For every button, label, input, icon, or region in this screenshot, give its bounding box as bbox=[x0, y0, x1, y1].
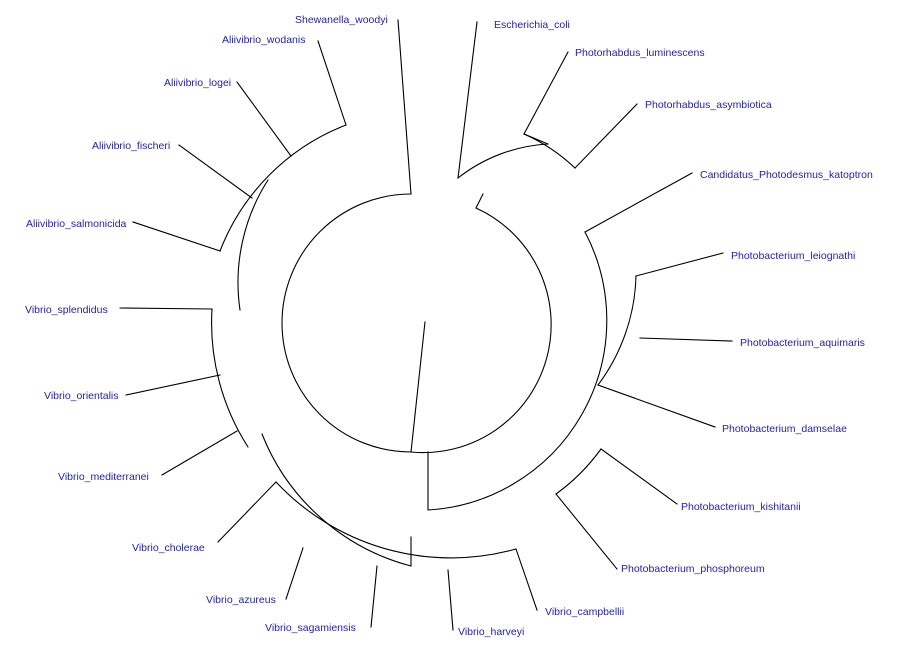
tip-label: Escherichia_coli bbox=[494, 19, 570, 31]
branch-p-kishitanii bbox=[600, 448, 678, 505]
arc-vibrio-outer bbox=[261, 433, 412, 567]
branch-v-campbellii bbox=[515, 548, 538, 611]
branch-p-asymbiotica bbox=[574, 103, 638, 169]
tip-label: Vibrio_azureus bbox=[206, 594, 276, 606]
arc-enterobacteria bbox=[457, 143, 549, 179]
branch-v-azureus bbox=[285, 547, 304, 600]
tip-label: Photobacterium_damselae bbox=[722, 423, 847, 435]
branch-v-sagamiensis bbox=[370, 565, 378, 628]
tip-label: Aliivibrio_logei bbox=[164, 77, 231, 89]
branch-v-splendidus bbox=[119, 307, 213, 310]
branch-p-damselae bbox=[597, 384, 716, 428]
tip-label: Photobacterium_kishitanii bbox=[681, 501, 801, 513]
tip-label: Photobacterium_phosphoreum bbox=[621, 563, 765, 575]
branch-p-leiognathi bbox=[635, 252, 724, 277]
arc-photorhabdus bbox=[523, 133, 576, 169]
root-branch bbox=[410, 321, 426, 453]
tip-label: Vibrio_cholerae bbox=[132, 542, 205, 554]
tip-label: Aliivibrio_wodanis bbox=[222, 34, 305, 46]
branch-candidatus bbox=[584, 172, 693, 233]
tip-label: Vibrio_harveyi bbox=[458, 626, 524, 638]
branch-shewanella bbox=[397, 19, 412, 195]
branch-enterobacteria-stem bbox=[475, 193, 484, 209]
branch-a-logei bbox=[236, 81, 292, 157]
tip-label: Candidatus_Photodesmus_katoptron bbox=[700, 169, 873, 181]
arc-photobacterium-lower bbox=[555, 448, 602, 495]
branch-v-harveyi bbox=[447, 569, 454, 631]
tip-label: Photorhabdus_asymbiotica bbox=[645, 99, 772, 111]
arc-aliivibrio-outer bbox=[237, 179, 269, 311]
arc-vibrio-bottom bbox=[275, 481, 517, 559]
tip-labels: Shewanella_woodyi Escherichia_coli Photo… bbox=[25, 14, 873, 638]
branches bbox=[119, 19, 733, 631]
arc-vibrionaceae bbox=[427, 231, 608, 511]
branch-a-salmonicida bbox=[132, 221, 221, 252]
root-arc bbox=[281, 193, 412, 453]
branch-a-wodanis bbox=[317, 40, 347, 126]
branch-v-mediterranei bbox=[161, 430, 238, 476]
tip-label: Photobacterium_aquimaris bbox=[740, 337, 865, 349]
branch-p-phosphoreum bbox=[555, 493, 618, 570]
tip-label: Shewanella_woodyi bbox=[295, 14, 388, 26]
arc-vibrio-left bbox=[211, 308, 249, 448]
root-arc-right bbox=[410, 207, 552, 454]
arc-photobacterium bbox=[597, 275, 637, 386]
tip-label: Vibrio_orientalis bbox=[44, 390, 119, 402]
branch-v-orientalis bbox=[125, 374, 221, 396]
tip-label: Aliivibrio_salmonicida bbox=[26, 218, 127, 230]
arc-aliivibrio bbox=[219, 124, 347, 252]
branch-v-cholerae bbox=[217, 481, 277, 543]
branch-p-luminescens bbox=[523, 51, 569, 135]
tip-label: Vibrio_sagamiensis bbox=[265, 622, 356, 634]
branch-a-fischeri bbox=[178, 144, 253, 199]
tip-label: Photobacterium_leiognathi bbox=[731, 250, 855, 262]
branch-p-aquimaris bbox=[639, 337, 733, 342]
tip-label: Photorhabdus_luminescens bbox=[575, 47, 705, 59]
tip-label: Vibrio_splendidus bbox=[25, 304, 108, 316]
branch-escherichia bbox=[457, 21, 478, 179]
tip-label: Aliivibrio_fischeri bbox=[92, 140, 170, 152]
tip-label: Vibrio_campbellii bbox=[545, 606, 624, 618]
tip-label: Vibrio_mediterranei bbox=[58, 471, 149, 483]
